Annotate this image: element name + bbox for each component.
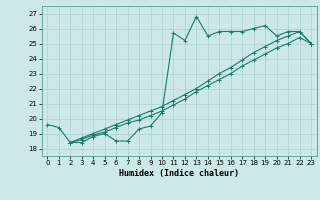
X-axis label: Humidex (Indice chaleur): Humidex (Indice chaleur) xyxy=(119,169,239,178)
